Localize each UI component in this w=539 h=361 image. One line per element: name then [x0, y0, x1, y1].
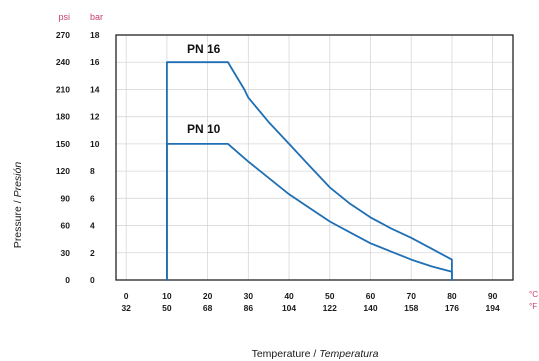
- x-axis-title-italic: Temperatura: [319, 348, 378, 360]
- pn10-series-label: PN 10: [187, 122, 221, 136]
- y-axis-title: Pressure / Presión: [12, 162, 24, 249]
- x-tick-label-celsius: 20: [203, 291, 213, 301]
- y-tick-label-psi: 120: [56, 166, 70, 176]
- x-axis-title-main: Temperature /: [252, 348, 320, 360]
- bar-unit-header: bar: [90, 12, 103, 22]
- x-tick-label-celsius: 80: [447, 291, 457, 301]
- y-tick-label-psi: 180: [56, 112, 70, 122]
- y-tick-label-bar: 18: [90, 30, 100, 40]
- psi-unit-header: psi: [58, 12, 70, 22]
- series-lines: [165, 61, 453, 281]
- y-tick-label-bar: 16: [90, 57, 100, 67]
- y-ticks-bar: 18 16 14 12 10 8 6 4 2 0: [90, 30, 100, 285]
- gridlines: [116, 35, 513, 280]
- x-axis-title: Temperature / Temperatura: [252, 348, 379, 360]
- fahrenheit-unit-label: °F: [529, 302, 537, 311]
- x-tick-label-fahrenheit: 194: [486, 303, 500, 313]
- x-tick-label-celsius: 10: [162, 291, 172, 301]
- y-tick-label-bar: 4: [90, 221, 95, 231]
- y-tick-label-bar: 0: [90, 275, 95, 285]
- x-tick-label-fahrenheit: 68: [203, 303, 213, 313]
- x-tick-label-celsius: 40: [284, 291, 294, 301]
- y-tick-label-bar: 12: [90, 112, 100, 122]
- x-tick-label-fahrenheit: 50: [162, 303, 172, 313]
- y-axis-title-italic: Presión: [12, 162, 24, 198]
- y-tick-label-psi: 210: [56, 84, 70, 94]
- y-tick-label-psi: 240: [56, 57, 70, 67]
- x-tick-label-fahrenheit: 122: [323, 303, 337, 313]
- x-tick-label-celsius: 60: [366, 291, 376, 301]
- plot-frame: [115, 34, 514, 281]
- pn10-series-line: [165, 142, 453, 281]
- x-tick-label-fahrenheit: 158: [404, 303, 418, 313]
- x-tick-label-celsius: 70: [406, 291, 416, 301]
- x-tick-label-fahrenheit: 176: [445, 303, 459, 313]
- y-axis-title-main: Pressure /: [12, 197, 24, 248]
- x-tick-label-fahrenheit: 32: [121, 303, 131, 313]
- pn16-series-line: [165, 61, 453, 281]
- y-tick-label-bar: 8: [90, 166, 95, 176]
- x-tick-label-fahrenheit: 86: [244, 303, 254, 313]
- pn16-series-label: PN 16: [187, 42, 221, 56]
- y-tick-label-bar: 2: [90, 248, 95, 258]
- y-tick-label-psi: 30: [61, 248, 71, 258]
- x-tick-label-celsius: 50: [325, 291, 335, 301]
- y-tick-label-psi: 150: [56, 139, 70, 149]
- celsius-unit-label: °C: [529, 290, 538, 299]
- y-tick-label-psi: 270: [56, 30, 70, 40]
- x-tick-label-fahrenheit: 140: [363, 303, 377, 313]
- y-tick-label-bar: 6: [90, 193, 95, 203]
- y-tick-label-psi: 60: [61, 221, 71, 231]
- y-tick-label-bar: 14: [90, 84, 100, 94]
- y-ticks-psi: 270 240 210 180 150 120 90 60 30 0: [56, 30, 70, 285]
- x-ticks-celsius: 0 10 20 30 40 50 60 70 80 90: [124, 291, 498, 301]
- x-tick-label-celsius: 30: [244, 291, 254, 301]
- x-ticks-fahrenheit: 32 50 68 86 104 122 140 158 176 194: [121, 303, 500, 313]
- x-tick-label-celsius: 90: [488, 291, 498, 301]
- x-tick-label-fahrenheit: 104: [282, 303, 296, 313]
- y-tick-label-bar: 10: [90, 139, 100, 149]
- y-tick-label-psi: 90: [61, 193, 71, 203]
- y-tick-label-psi: 0: [65, 275, 70, 285]
- x-tick-label-celsius: 0: [124, 291, 129, 301]
